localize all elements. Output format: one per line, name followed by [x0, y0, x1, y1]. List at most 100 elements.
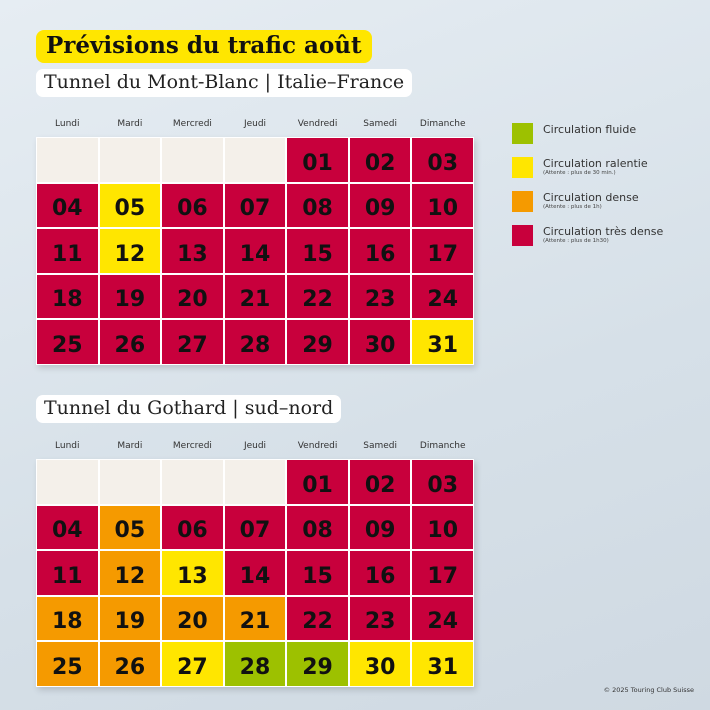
- day-cell: 14: [224, 551, 286, 595]
- day-cell: 21: [224, 596, 286, 641]
- weekday-label: Samedi: [363, 441, 397, 451]
- day-cell: 26: [99, 320, 161, 364]
- day-cell: 31: [412, 642, 473, 686]
- legend-swatch: [512, 225, 533, 246]
- day-cell: 20: [162, 596, 223, 641]
- day-cell: 09: [349, 505, 411, 550]
- weekday-label: Vendredi: [297, 119, 338, 129]
- day-cell: 30: [349, 320, 411, 364]
- day-cell: 22: [287, 596, 348, 641]
- day-cell: 17: [412, 229, 473, 273]
- empty-cell: [162, 460, 223, 504]
- weekday-label: Lundi: [55, 441, 80, 451]
- day-cell: 22: [287, 274, 348, 319]
- day-cell: 24: [412, 274, 473, 319]
- day-cell: 19: [99, 274, 161, 319]
- day-cell: 28: [224, 320, 286, 364]
- day-cell: 27: [162, 320, 223, 364]
- legend: Circulation fluide Circulation ralentie(…: [512, 123, 663, 259]
- legend-label: Circulation très dense: [543, 225, 664, 238]
- day-cell: 18: [37, 274, 98, 319]
- day-cell: 10: [412, 183, 473, 228]
- calendar-gothard: Lundi Mardi Mercredi Jeudi Vendredi Samedi Dim…: [36, 441, 474, 687]
- day-cell: 17: [412, 551, 473, 595]
- weekday-label: Mercredi: [172, 119, 212, 129]
- day-cell: 02: [349, 138, 411, 182]
- day-cell: 04: [37, 505, 98, 550]
- day-cell: 27: [162, 642, 223, 686]
- day-cell: 29: [287, 642, 348, 686]
- day-cell: 07: [224, 183, 286, 228]
- day-cell: 16: [349, 551, 411, 595]
- legend-swatch: [512, 157, 533, 178]
- day-cell: 14: [224, 229, 286, 273]
- legend-item-fluid: Circulation fluide: [512, 123, 663, 145]
- calendar-grid: 01 02 03 04 05 06 07 08 09 10 11 12 13 14 15 16 17 18 19 20…: [36, 137, 474, 365]
- page-title: Prévisions du trafic août: [36, 30, 372, 63]
- day-cell: 11: [37, 229, 98, 273]
- legend-item-dense: Circulation dense (Attente : plus de 1h): [512, 191, 663, 213]
- day-cell: 31: [412, 320, 473, 364]
- weekday-label: Mercredi: [172, 441, 212, 451]
- weekday-label: Mardi: [117, 119, 143, 129]
- day-cell: 23: [349, 274, 411, 319]
- day-cell: 29: [287, 320, 348, 364]
- day-cell: 01: [287, 460, 348, 504]
- weekday-label: Dimanche: [419, 441, 466, 451]
- day-cell: 20: [162, 274, 223, 319]
- day-cell: 05: [99, 183, 161, 228]
- copyright: © 2025 Touring Club Suisse: [603, 686, 694, 694]
- legend-note: (Attente : plus de 30 min.): [543, 170, 616, 176]
- legend-label: Circulation fluide: [543, 123, 637, 136]
- weekday-label: Dimanche: [419, 119, 466, 129]
- day-cell: 08: [287, 183, 348, 228]
- day-cell: 07: [224, 505, 286, 550]
- day-cell: 02: [349, 460, 411, 504]
- empty-cell: [162, 138, 223, 182]
- empty-cell: [99, 138, 161, 182]
- day-cell: 21: [224, 274, 286, 319]
- day-cell: 24: [412, 596, 473, 641]
- day-cell: 05: [99, 505, 161, 550]
- calendar-mont-blanc: Lundi Mardi Mercredi Jeudi Vendredi Samedi Dim…: [36, 119, 474, 365]
- day-cell: 28: [224, 642, 286, 686]
- day-cell: 13: [162, 229, 223, 273]
- weekday-label: Jeudi: [243, 119, 267, 129]
- day-cell: 04: [37, 183, 98, 228]
- day-cell: 10: [412, 505, 473, 550]
- day-cell: 23: [349, 596, 411, 641]
- legend-item-slow: Circulation ralentie (Attente : plus de 3…: [512, 157, 663, 179]
- day-cell: 15: [287, 229, 348, 273]
- legend-note: (Attente : plus de 1h): [543, 204, 602, 210]
- weekday-header: Lundi Mardi Mercredi Jeudi Vendredi Samedi Dim…: [36, 441, 474, 459]
- weekday-label: Mardi: [117, 441, 143, 451]
- empty-cell: [224, 460, 286, 504]
- day-cell: 25: [37, 642, 98, 686]
- legend-label: Circulation ralentie: [543, 157, 648, 170]
- day-cell: 25: [37, 320, 98, 364]
- day-cell: 30: [349, 642, 411, 686]
- day-cell: 03: [412, 460, 473, 504]
- day-cell: 26: [99, 642, 161, 686]
- weekday-label: Jeudi: [243, 441, 267, 451]
- weekday-label: Lundi: [55, 119, 80, 129]
- day-cell: 09: [349, 183, 411, 228]
- empty-cell: [37, 460, 98, 504]
- day-cell: 01: [287, 138, 348, 182]
- day-cell: 13: [162, 551, 223, 595]
- day-cell: 03: [412, 138, 473, 182]
- day-cell: 08: [287, 505, 348, 550]
- empty-cell: [99, 460, 161, 504]
- weekday-label: Vendredi: [297, 441, 338, 451]
- weekday-label: Samedi: [363, 119, 397, 129]
- day-cell: 12: [99, 551, 161, 595]
- calendar-grid: 01 02 03 04 05 06 07 08 09 10 11 12 13 14 15 16 17 18 19 20…: [36, 459, 474, 687]
- day-cell: 18: [37, 596, 98, 641]
- empty-cell: [37, 138, 98, 182]
- day-cell: 06: [162, 505, 223, 550]
- day-cell: 19: [99, 596, 161, 641]
- day-cell: 15: [287, 551, 348, 595]
- legend-item-very-dense: Circulation très dense (Attente : plus de…: [512, 225, 663, 247]
- legend-swatch: [512, 191, 533, 212]
- day-cell: 16: [349, 229, 411, 273]
